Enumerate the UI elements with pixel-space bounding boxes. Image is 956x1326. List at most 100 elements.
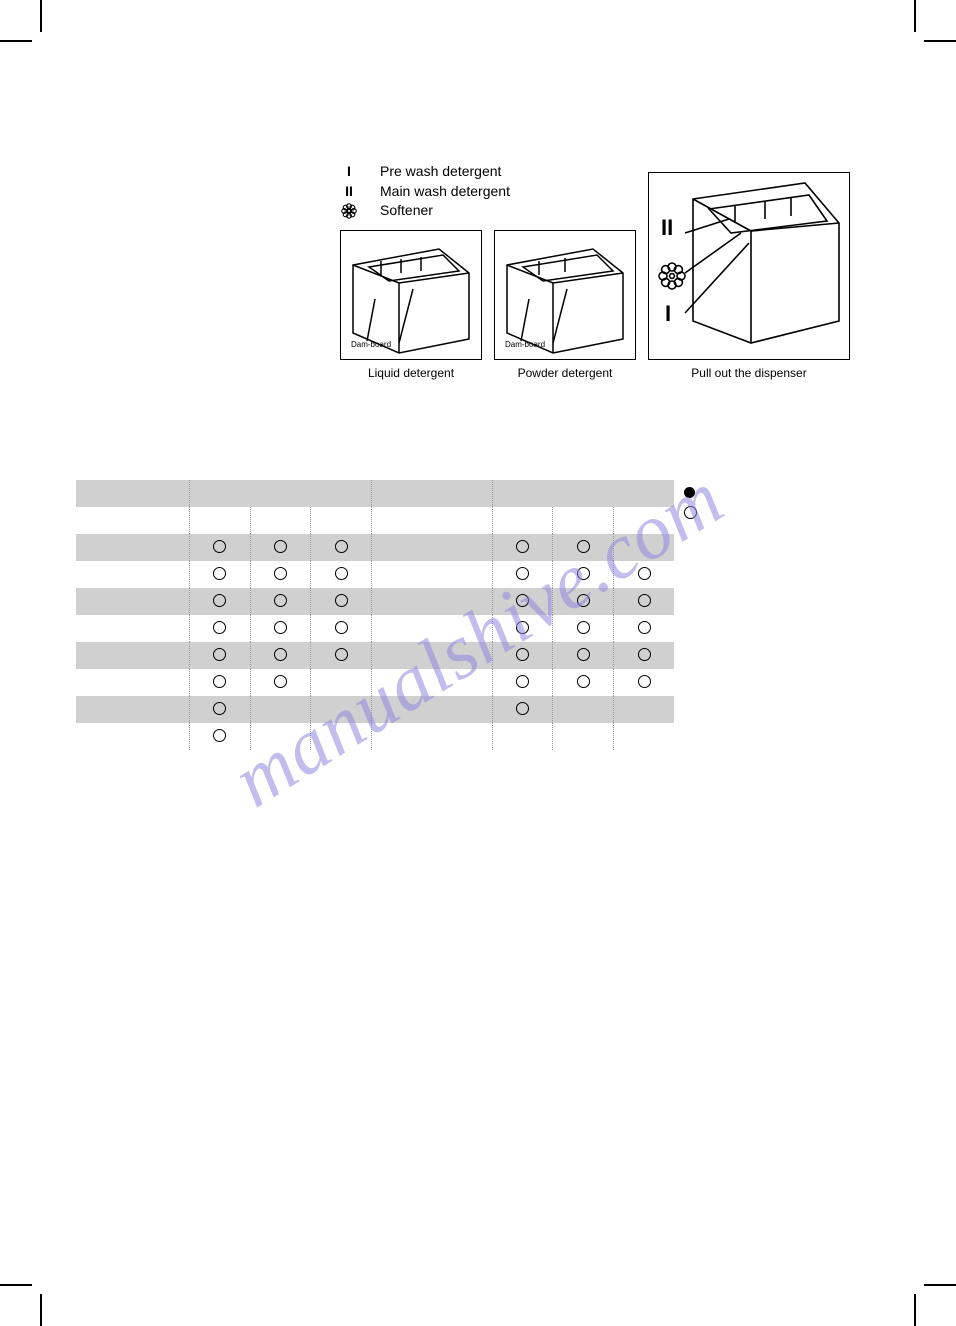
open-circle-icon [577,567,590,580]
crop-mark [0,1284,32,1286]
table-cell [76,723,189,750]
options-table [76,480,674,750]
table-cell [372,534,492,561]
table-cell [189,696,250,723]
table-cell [372,561,492,588]
crop-mark [924,1284,956,1286]
flower-icon [659,263,685,289]
open-circle-icon [516,675,529,688]
open-circle-icon [213,729,226,742]
open-circle-icon [516,621,529,634]
table-cell [76,588,189,615]
table-cell [311,615,372,642]
table-cell [553,615,614,642]
table-cell [492,642,553,669]
table-row [76,642,674,669]
table-key [684,482,705,522]
legend-label: Main wash detergent [380,182,510,202]
table-cell [250,534,311,561]
table-cell [76,561,189,588]
table-cell [553,669,614,696]
table-row [76,723,674,750]
table-cell [311,669,372,696]
table-cell [76,696,189,723]
table-cell [189,615,250,642]
table-cell [492,723,553,750]
table-cell [492,561,553,588]
table-cell [311,588,372,615]
table-row [76,669,674,696]
dispenser-drawing-icon: Dam-board [495,231,635,359]
table-row [76,534,674,561]
table-cell [553,588,614,615]
legend-label: Softener [380,201,433,221]
table-cell [492,669,553,696]
key-row-default [684,482,705,502]
open-circle-icon [213,540,226,553]
figure-pull-out: II I Pull out the dispenser [648,172,850,380]
table-row [76,588,674,615]
flower-icon [340,201,358,221]
open-circle-icon [638,648,651,661]
open-circle-icon [213,621,226,634]
table-cell [76,642,189,669]
page-content: I Pre wash detergent II Main wash deterg… [70,70,886,1256]
table-cell [614,534,674,561]
crop-mark [914,0,916,32]
table-cell [76,669,189,696]
filled-circle-icon [684,487,695,498]
table-cell [250,669,311,696]
table-header-row [76,480,674,507]
table-cell [372,696,492,723]
open-circle-icon [577,621,590,634]
open-circle-icon [274,648,287,661]
options-table-element [76,480,674,750]
table-cell [250,723,311,750]
dam-board-label: Dam-board [351,340,391,349]
dispenser-drawing-icon: II I [649,173,849,359]
dam-board-label: Dam-board [505,340,545,349]
open-circle-icon [274,675,287,688]
table-cell [311,642,372,669]
open-circle-icon [274,594,287,607]
table-cell [250,696,311,723]
open-circle-icon [577,540,590,553]
table-cell [311,534,372,561]
symbol-ii-icon: II [661,215,673,240]
table-cell [614,588,674,615]
figure-frame: Dam-board [340,230,482,360]
symbol-i-icon: I [340,162,358,182]
dispenser-drawing-icon: Dam-board [341,231,481,359]
open-circle-icon [638,621,651,634]
key-row-optional [684,502,705,522]
table-cell [492,696,553,723]
symbol-i-icon: I [665,301,671,326]
table-cell [189,561,250,588]
table-cell [76,615,189,642]
table-cell [614,723,674,750]
open-circle-icon [577,594,590,607]
figure-caption: Liquid detergent [368,366,454,380]
crop-mark [924,40,956,42]
open-circle-icon [213,567,226,580]
legend-row: I Pre wash detergent [340,162,510,182]
open-circle-icon [213,675,226,688]
crop-mark [40,0,42,32]
table-cell [250,615,311,642]
crop-mark [0,40,32,42]
figure-powder: Dam-board Powder detergent [494,230,636,380]
table-cell [372,615,492,642]
table-cell [492,588,553,615]
open-circle-icon [516,594,529,607]
open-circle-icon [213,594,226,607]
table-cell [553,561,614,588]
table-cell [250,561,311,588]
open-circle-icon [638,594,651,607]
figure-liquid: Dam-board Liquid detergent [340,230,482,380]
table-cell [553,534,614,561]
open-circle-icon [577,675,590,688]
open-circle-icon [335,540,348,553]
table-row [76,561,674,588]
open-circle-icon [638,675,651,688]
symbol-ii-icon: II [340,182,358,202]
